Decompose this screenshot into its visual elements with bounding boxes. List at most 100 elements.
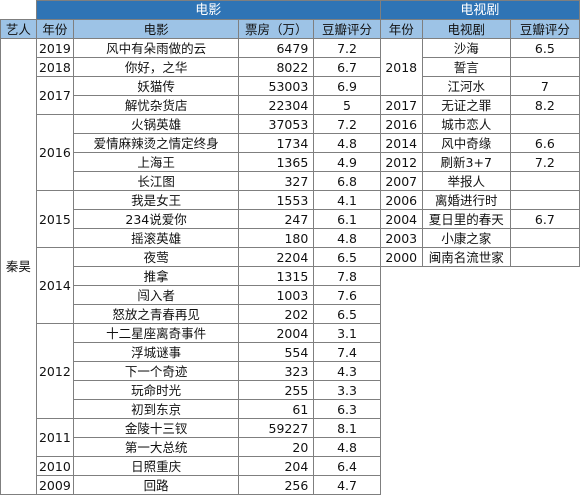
table-row: 2012 十二星座离奇事件 2004 3.1 [1,323,580,419]
movie-rating: 3.1 [313,323,381,343]
movie-rating: 4.9 [313,152,381,172]
box-office-value: 20 [238,437,315,457]
tv-rating: 6.5 [509,38,580,58]
movie-rating: 6.5 [313,247,381,267]
box-office-value: 180 [238,228,315,248]
table-row: 2016 火锅英雄 37053 7.2 2016 城市恋人 [1,114,580,191]
movie-title: 推拿 [72,266,240,286]
movie-rating: 7.6 [313,285,381,305]
tv-year: 2016 [379,114,423,134]
tv-year: 2006 [379,190,423,210]
movie-year: 2009 [35,475,74,495]
table-row: 2015 我是女王 1553 4.1 2006 离婚进行时 [1,190,580,248]
tv-title: 风中奇缘 [421,133,511,153]
header-tv-rating: 豆瓣评分 [509,19,580,39]
tv-title: 无证之罪 [421,95,511,115]
box-office-value: 59227 [238,418,315,438]
movie-rating: 4.8 [313,133,381,153]
section-movies: 电影 [35,0,381,20]
tv-title: 沙海 [421,38,511,58]
movie-title: 十二星座离奇事件 [72,323,240,343]
movie-rating: 4.8 [313,437,381,457]
movie-rating: 4.7 [313,475,381,495]
movie-title: 解忧杂货店 [72,95,240,115]
movie-rating: 6.8 [313,171,381,191]
table-row: 2011 金陵十三钗 59227 8.1 [1,418,580,457]
box-office-value: 2004 [238,323,315,343]
box-office-value: 323 [238,361,315,381]
movie-title: 火锅英雄 [72,114,240,134]
movie-year: 2012 [35,323,74,419]
header-tv-title: 电视剧 [421,19,511,39]
tv-rating [509,114,580,134]
header-box-office: 票房（万） [238,19,315,39]
box-office-value: 8022 [238,57,315,77]
table-row: 爱情麻辣烫之情定终身 1734 4.8 2014 风中奇缘 6.6 [1,133,580,153]
box-office-value: 37053 [238,114,315,134]
header-tv-year: 年份 [379,19,423,39]
section-header-row: 电影 电视剧 [0,0,580,20]
tv-title: 刷新3+7 [421,152,511,172]
box-office-value: 22304 [238,95,315,115]
movie-rating: 4.3 [313,361,381,381]
table-row: 2014 夜莺 2204 6.5 2000 闽南名流世家 [1,247,580,324]
table-row: 第一大总统 20 4.8 [1,437,580,457]
movie-title: 怒放之青春再见 [72,304,240,324]
movie-rating: 6.7 [313,57,381,77]
movie-rating: 7.2 [313,38,381,58]
table-row: 长江图 327 6.8 2007 举报人 [1,171,580,191]
tv-year: 2017 [379,95,423,115]
movie-rating: 5 [313,95,381,115]
movie-title: 上海王 [72,152,240,172]
movie-rating: 7.4 [313,342,381,362]
header-movie-year: 年份 [35,19,74,39]
movie-title: 浮城谜事 [72,342,240,362]
tv-rating: 6.7 [509,209,580,229]
movie-rating: 8.1 [313,418,381,438]
movie-year: 2018 [35,57,74,77]
table-row: 上海王 1365 4.9 2012 刷新3+7 7.2 [1,152,580,172]
tv-title: 城市恋人 [421,114,511,134]
table-row: 2009 回路 256 4.7 [1,475,580,495]
box-office-value: 1553 [238,190,315,210]
movie-title: 爱情麻辣烫之情定终身 [72,133,240,153]
tv-title: 离婚进行时 [421,190,511,210]
movie-title: 摇滚英雄 [72,228,240,248]
movie-title: 妖猫传 [72,76,240,96]
movie-year: 2017 [35,76,74,115]
box-office-value: 1003 [238,285,315,305]
movie-rating: 3.3 [313,380,381,400]
movie-rating: 6.5 [313,304,381,324]
tv-title: 小康之家 [421,228,511,248]
movie-year: 2016 [35,114,74,191]
box-office-value: 255 [238,380,315,400]
movie-rating: 6.4 [313,456,381,476]
box-office-value: 6479 [238,38,315,58]
movie-title: 234说爱你 [72,209,240,229]
tv-rating [509,190,580,210]
movie-title: 夜莺 [72,247,240,267]
tv-year: 2003 [379,228,423,248]
movie-rating: 7.8 [313,266,381,286]
box-office-value: 1734 [238,133,315,153]
box-office-value: 53003 [238,76,315,96]
box-office-value: 61 [238,399,315,419]
table-row: 推拿 1315 7.8 [1,266,580,495]
movie-rating: 6.3 [313,399,381,419]
movie-rating: 4.8 [313,228,381,248]
movie-year: 2011 [35,418,74,457]
box-office-value: 1365 [238,152,315,172]
movie-rating: 6.9 [313,76,381,96]
table-row: 怒放之青春再见 202 6.5 [1,304,580,324]
table-row: 浮城谜事 554 7.4 [1,342,580,362]
box-office-value: 327 [238,171,315,191]
box-office-value: 204 [238,456,315,476]
box-office-value: 247 [238,209,315,229]
movie-rating: 6.1 [313,209,381,229]
tv-year: 2018 [379,38,423,96]
box-office-value: 554 [238,342,315,362]
box-office-value: 202 [238,304,315,324]
movie-title: 你好，之华 [72,57,240,77]
